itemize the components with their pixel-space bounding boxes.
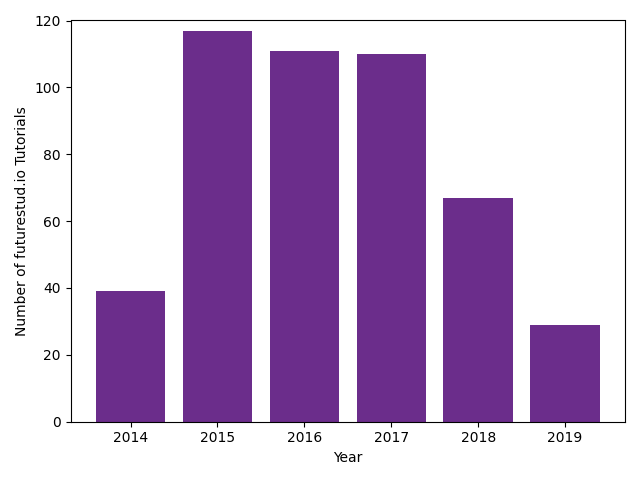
Bar xyxy=(183,31,252,422)
X-axis label: Year: Year xyxy=(333,451,362,465)
Bar xyxy=(531,325,600,422)
Y-axis label: Number of futurestud.io Tutorials: Number of futurestud.io Tutorials xyxy=(15,106,29,336)
Bar xyxy=(356,54,426,422)
Bar xyxy=(96,291,165,422)
Bar xyxy=(444,198,513,422)
Bar xyxy=(269,50,339,422)
